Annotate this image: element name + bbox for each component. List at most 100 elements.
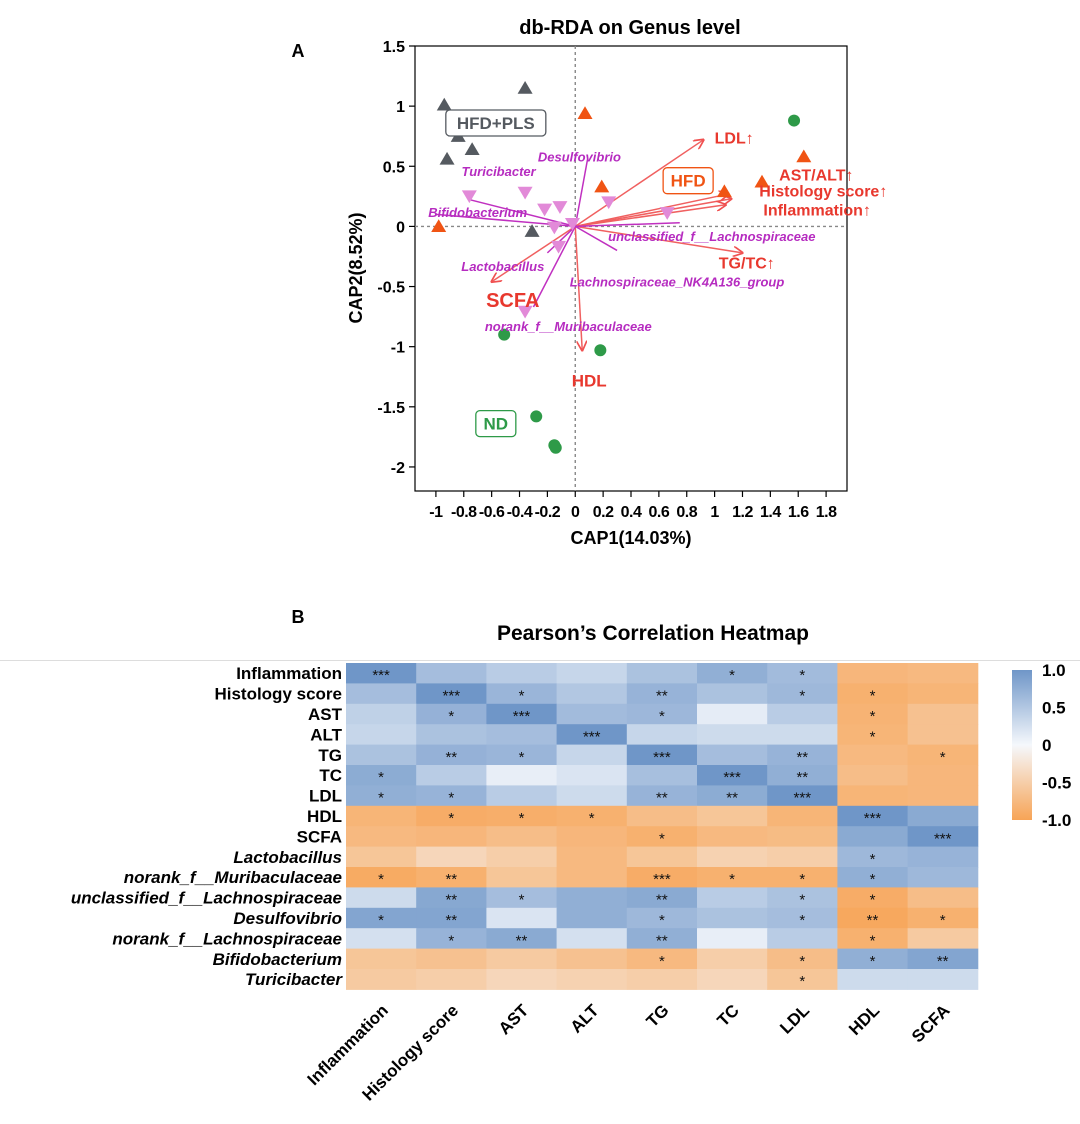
group-label: HFD+PLS	[457, 114, 535, 133]
heatmap-cell	[697, 683, 768, 705]
genus-vector-label: Desulfovibrio	[538, 150, 621, 165]
genus-point	[537, 203, 553, 217]
genus-vector-label: Lactobacillus	[461, 259, 544, 274]
significance-mark: *	[799, 667, 805, 684]
heatmap-cell	[697, 785, 768, 807]
heatmap-row-label: ALT	[310, 725, 342, 744]
sample-point-hfd-pls	[517, 80, 533, 94]
heatmap-cell	[626, 907, 698, 929]
heatmap-cell	[837, 867, 909, 888]
significance-mark: *	[659, 708, 665, 725]
significance-mark: ***	[794, 790, 812, 807]
sample-point-hfd	[431, 219, 447, 233]
heatmap-row-label: Turicibacter	[245, 970, 343, 989]
heatmap-column-label: TG	[643, 1001, 673, 1031]
response-vector-arrow	[575, 225, 742, 252]
heatmap-cell	[346, 907, 417, 929]
heatmap-cell	[626, 724, 698, 746]
heatmap-cell	[556, 805, 628, 827]
heatmap-row-label: Histology score	[214, 685, 342, 704]
heatmap-cell	[767, 867, 838, 888]
heatmap-cell	[626, 663, 698, 684]
significance-mark: *	[448, 790, 454, 807]
rda-y-axis-label: CAP2(8.52%)	[346, 212, 366, 323]
heatmap-cell	[767, 703, 838, 725]
y-tick-label: -0.5	[377, 280, 405, 297]
heatmap-cell	[767, 948, 838, 970]
significance-mark: ***	[653, 871, 671, 888]
significance-mark: *	[940, 912, 946, 929]
rda-panel: A db-RDA on Genus level -1 -0.8 -0.6 -0.4 -0…	[292, 17, 888, 548]
genus-point	[564, 218, 580, 231]
heatmap-cell	[767, 805, 838, 827]
genus-point	[546, 221, 562, 235]
sample-point-nd	[549, 441, 562, 454]
heatmap-cell	[837, 765, 909, 786]
significance-mark: *	[870, 708, 876, 725]
significance-mark: ***	[723, 769, 741, 786]
heatmap-cell	[486, 846, 558, 868]
legend-tick-label: 1.0	[1042, 661, 1066, 680]
response-vector-arrow	[575, 205, 726, 228]
heatmap-cell	[837, 969, 909, 990]
sample-point-nd	[498, 328, 511, 341]
y-tick-label: 0.5	[383, 159, 405, 176]
heatmap-cell	[697, 907, 768, 929]
legend-tick-label: -0.5	[1042, 774, 1071, 793]
significance-mark: **	[656, 790, 668, 807]
genus-point	[517, 186, 533, 200]
heatmap-cell	[486, 724, 558, 746]
heatmap-cell	[416, 765, 487, 786]
significance-mark: **	[867, 912, 879, 929]
heatmap-cell	[907, 887, 979, 909]
panel-label-b: B	[292, 607, 305, 627]
rda-axes: -1 -0.8 -0.6 -0.4 -0.2 0 0.2 0.4 0.6 0.8 1 1.2 1.4 1.…	[377, 39, 847, 521]
significance-mark: **	[516, 932, 528, 949]
genus-vector-line	[574, 225, 618, 252]
panel-divider	[0, 660, 1080, 661]
significance-mark: *	[870, 932, 876, 949]
legend-tick-label: 0.5	[1042, 699, 1066, 718]
response-vector-label: LDL↑	[715, 130, 754, 147]
heatmap-cell	[556, 907, 628, 929]
heatmap-cell	[556, 744, 628, 766]
significance-mark: ***	[372, 667, 390, 684]
group-label: ND	[484, 415, 509, 434]
heatmap-panel: B Pearson’s Correlation Heatmap *** * ****…	[71, 607, 1071, 1104]
genus-vector-label: Lachnospiraceae_NK4A136_group	[570, 275, 785, 290]
heatmap-cell	[346, 683, 417, 705]
heatmap-color-legend: 1.0 0.5 0 -0.5 -1.0	[1012, 661, 1071, 830]
heatmap-cell	[837, 683, 909, 705]
heatmap-cell	[626, 948, 698, 970]
significance-mark: *	[799, 871, 805, 888]
significance-mark: **	[937, 953, 949, 970]
significance-mark: **	[796, 769, 808, 786]
heatmap-cell	[346, 969, 417, 990]
significance-mark: *	[799, 912, 805, 929]
response-vector-label: HDL	[572, 371, 607, 390]
sample-point-hfd	[796, 149, 812, 163]
heatmap-cell	[626, 785, 698, 807]
significance-mark: ***	[443, 688, 461, 705]
heatmap-cell	[486, 744, 558, 766]
heatmap-cell	[556, 703, 628, 725]
heatmap-cell	[556, 969, 628, 990]
heatmap-cell	[556, 867, 628, 888]
significance-mark: **	[726, 790, 738, 807]
significance-mark: *	[659, 953, 665, 970]
genus-vector-label: unclassified_f__Lachnospiraceae	[608, 229, 815, 244]
significance-mark: *	[870, 871, 876, 888]
heatmap-cell	[767, 765, 838, 786]
significance-mark: *	[589, 810, 595, 827]
heatmap-cell	[907, 867, 979, 888]
x-tick-label: 1.8	[816, 504, 837, 521]
sample-point-nd	[530, 410, 543, 423]
x-tick-label: -0.6	[479, 504, 505, 521]
heatmap-cell	[837, 703, 909, 725]
heatmap-cell	[416, 703, 487, 725]
sample-point-hfd	[577, 106, 593, 119]
heatmap-cell	[837, 785, 909, 807]
significance-mark: **	[656, 892, 668, 909]
heatmap-cell	[556, 948, 628, 970]
significance-mark: *	[378, 790, 384, 807]
